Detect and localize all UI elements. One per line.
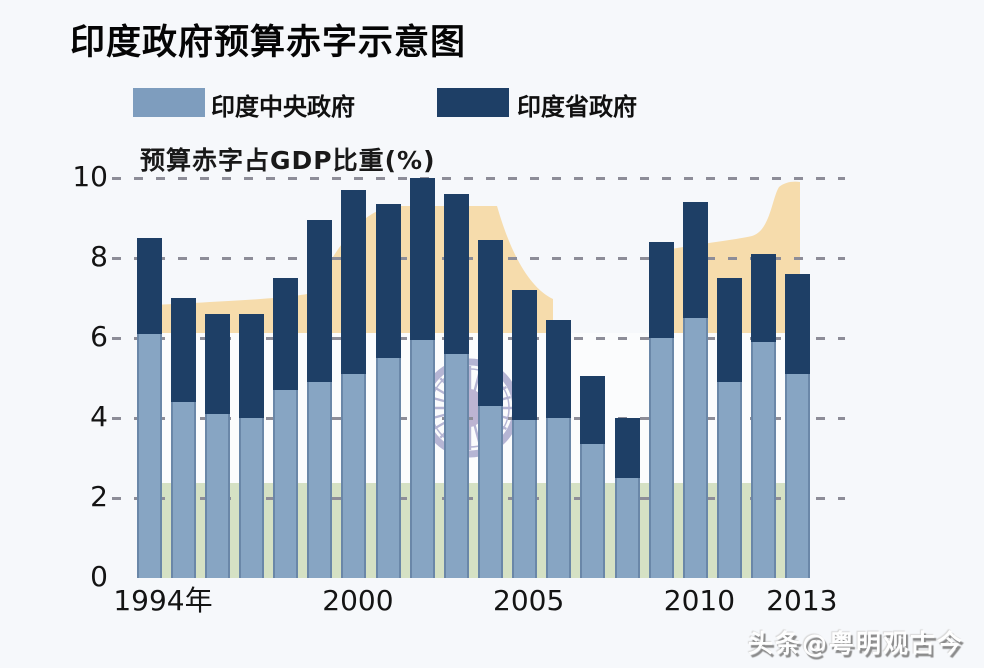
bar-2007-state (580, 376, 606, 444)
bar-2000-state (341, 190, 367, 374)
bar-1998-central (273, 390, 299, 578)
legend-central-swatch (133, 88, 205, 117)
bar-2001-state (375, 204, 401, 358)
chart-title: 印度政府预算赤字示意图 (70, 23, 467, 63)
bar-2005-state (512, 290, 538, 420)
y-axis-tick-0: 0 (90, 559, 108, 593)
bar-2004-central (478, 406, 503, 578)
bar-2000-central (341, 374, 367, 578)
y-axis-tick-10: 10 (72, 159, 108, 193)
bar-2011-state (717, 278, 743, 382)
chart-subtitle: 预算赤字占GDP比重(%) (140, 146, 436, 175)
bar-2012-central (751, 342, 777, 578)
bar-2002-state (409, 178, 435, 340)
bar-1995-central (170, 402, 196, 578)
bar-2006-state (546, 320, 572, 418)
y-axis-tick-2: 2 (90, 479, 108, 513)
legend-state-swatch (437, 88, 509, 117)
bar-1998-state (273, 278, 299, 390)
bar-2012-state (751, 254, 777, 342)
bar-2009-state (648, 242, 674, 338)
bar-2009-central (648, 338, 674, 578)
bar-1999-central (307, 382, 333, 578)
bar-1999-state (307, 220, 333, 382)
bar-2010-central (682, 318, 708, 578)
bar-1994-central (136, 334, 162, 578)
bar-2010-state (682, 202, 708, 318)
bar-2006-central (546, 418, 572, 578)
bar-2008-central (614, 478, 640, 578)
bar-1997-state (238, 314, 264, 418)
bar-2008-state (614, 418, 640, 478)
bar-2011-central (717, 382, 743, 578)
y-axis-tick-4: 4 (90, 399, 108, 433)
x-axis-label-16: 2010 (663, 584, 736, 617)
bar-2001-central (375, 358, 401, 578)
bar-2004-state (478, 240, 503, 406)
bar-2007-central (580, 444, 606, 578)
bar-2003-central (443, 354, 469, 578)
bar-1996-state (204, 314, 230, 414)
bar-1995-state (170, 298, 196, 402)
watermark: 头条@粤明观古今 (747, 629, 964, 658)
x-axis-label-11: 2005 (493, 584, 565, 617)
x-axis-label-6: 2000 (322, 584, 394, 617)
y-axis-tick-6: 6 (90, 319, 108, 353)
y-axis-tick-8: 8 (90, 239, 108, 273)
bar-2003-state (443, 194, 469, 354)
gridline-10 (112, 177, 845, 180)
bar-1996-central (204, 414, 230, 578)
bar-2002-central (409, 340, 435, 578)
bar-1997-central (238, 418, 264, 578)
legend-central-label: 印度中央政府 (211, 93, 355, 121)
bar-1994-state (136, 238, 162, 334)
legend-state-label: 印度省政府 (517, 93, 637, 121)
bar-2013-central (785, 374, 811, 578)
bar-2005-central (512, 420, 538, 578)
bar-2013-state (785, 274, 811, 374)
x-axis-label-19: 2013 (766, 584, 838, 617)
x-axis-label-0: 1994年 (113, 584, 213, 617)
